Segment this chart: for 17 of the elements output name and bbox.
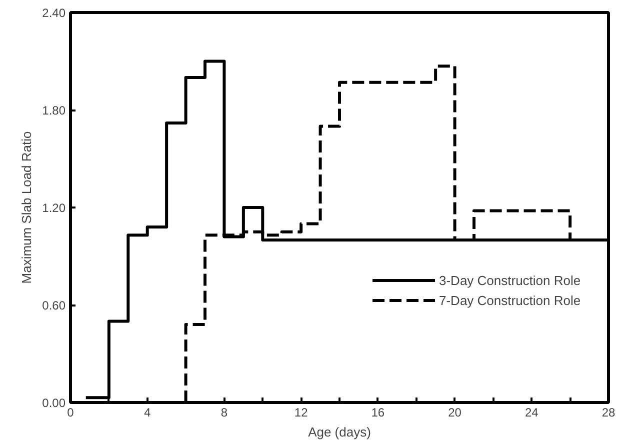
- y-tick-label: 0.60: [42, 298, 66, 312]
- y-tick-label: 1.80: [42, 104, 66, 118]
- y-tick-label: 1.20: [42, 201, 66, 215]
- x-tick-label: 12: [294, 406, 308, 420]
- x-axis-title: Age (days): [308, 424, 371, 440]
- x-tick-label: 20: [448, 406, 462, 420]
- legend-label: 7-Day Construction Role: [439, 292, 581, 308]
- x-tick-label: 28: [602, 406, 616, 420]
- y-axis-title: Maximum Slab Load Ratio: [19, 131, 34, 284]
- x-tick-label: 4: [144, 406, 152, 420]
- x-tick-label: 8: [220, 406, 228, 420]
- y-tick-label: 0.00: [42, 396, 66, 410]
- x-tick-label: 0: [67, 406, 74, 420]
- x-tick-label: 24: [524, 406, 539, 420]
- y-tick-label: 2.40: [42, 6, 66, 20]
- legend-label: 3-Day Construction Role: [439, 272, 581, 288]
- x-tick-label: 16: [371, 406, 385, 420]
